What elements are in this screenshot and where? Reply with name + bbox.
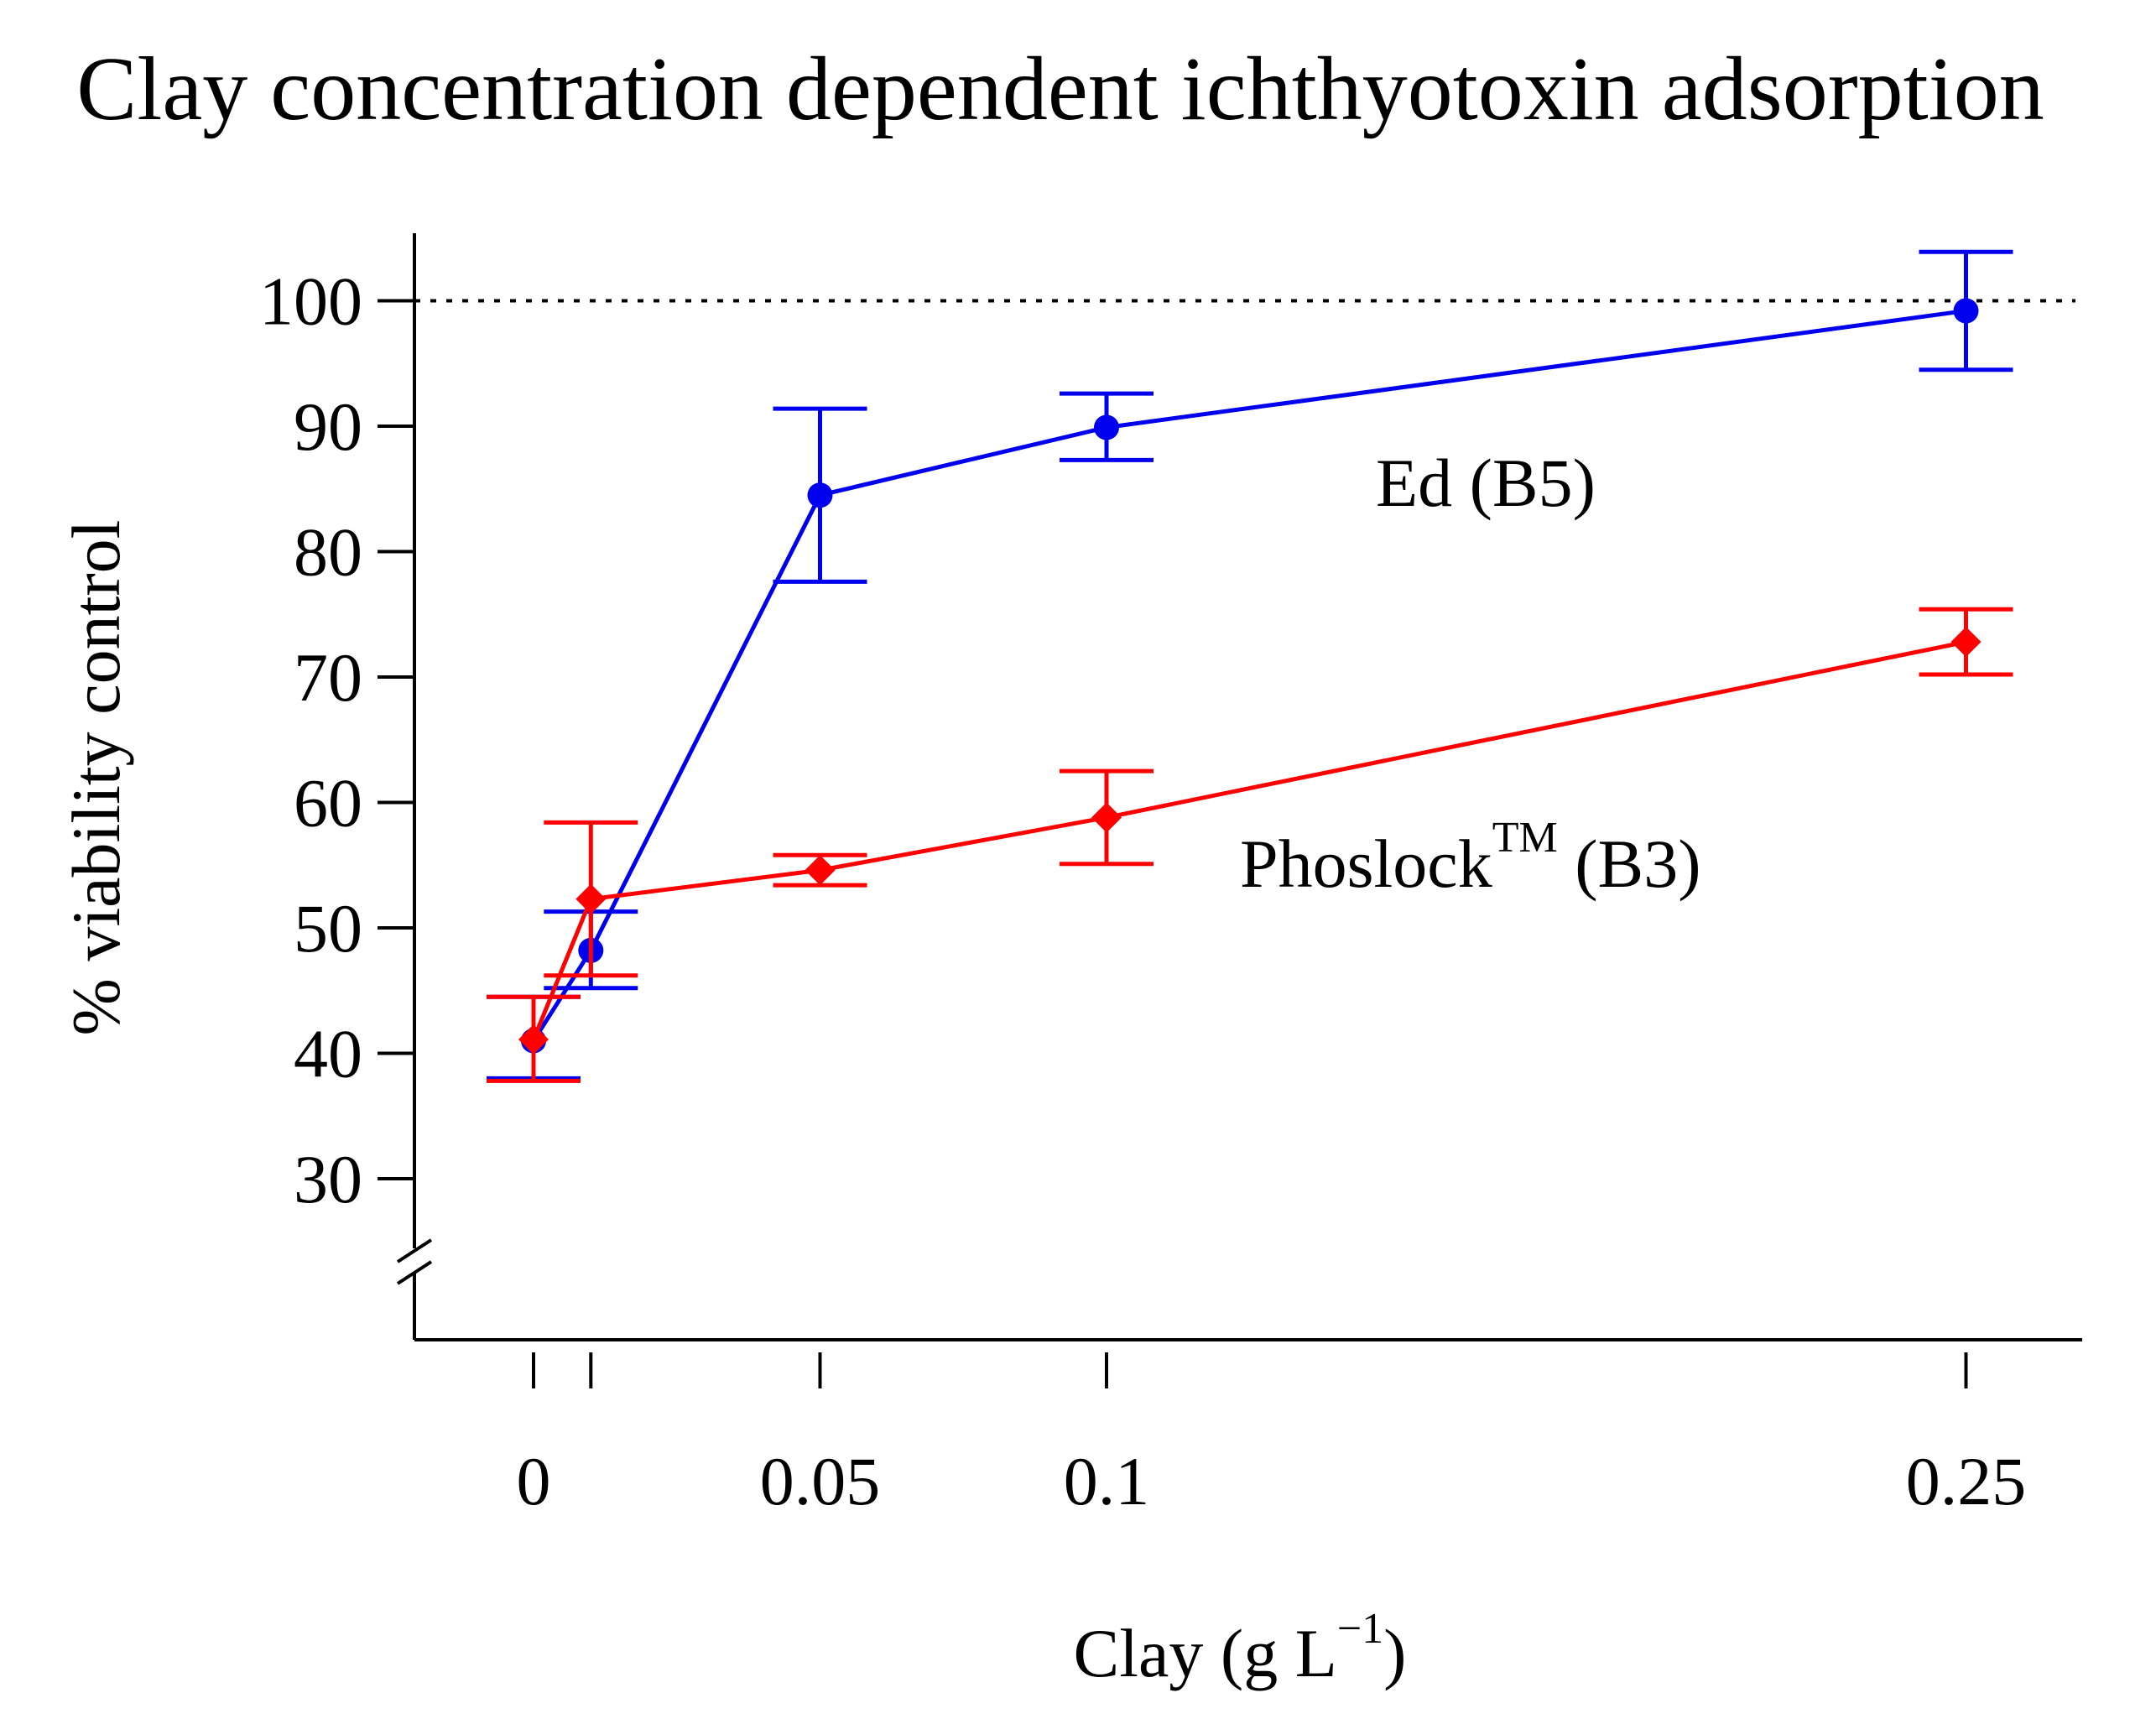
data-point <box>807 482 833 508</box>
axis-break-mark-2 <box>396 1260 433 1285</box>
data-point <box>575 883 607 914</box>
axes <box>396 233 2082 1341</box>
x-axis-label-text: Clay (g L <box>1074 1615 1337 1691</box>
y-tick-label: 80 <box>294 514 362 591</box>
y-axis-label: % viability control <box>58 520 134 1036</box>
ticks: 30 40 50 60 70 80 90 100 0 0.05 0.1 0.25 <box>259 263 2026 1520</box>
x-axis-label-exponent: −1 <box>1337 1605 1383 1653</box>
y-tick-label: 70 <box>294 639 362 716</box>
series-label-phoslock: PhoslockTM (B3) <box>1240 814 1701 902</box>
axis-break-mark-1 <box>396 1238 433 1263</box>
data-point <box>1953 298 1979 324</box>
y-tick-label: 40 <box>294 1016 362 1092</box>
series-phoslock <box>487 607 2013 1083</box>
series-label-phoslock-name: Phoslock <box>1240 826 1492 902</box>
y-tick-label: 50 <box>294 890 362 966</box>
data-point <box>1091 802 1122 833</box>
series-label-phoslock-suffix: (B3) <box>1558 826 1701 902</box>
x-tick-label: 0.05 <box>760 1443 881 1519</box>
x-tick-label: 0.25 <box>1906 1443 2027 1519</box>
x-tick-label: 0.1 <box>1064 1443 1150 1519</box>
y-tick-label: 30 <box>294 1141 362 1217</box>
series-ed <box>487 249 2013 1081</box>
x-axis-label-close: ) <box>1383 1615 1406 1691</box>
y-tick-label: 100 <box>259 263 362 340</box>
series-line <box>531 308 1966 1042</box>
x-axis-label: Clay (g L−1) <box>1074 1605 1407 1691</box>
series-label-ed: Ed (B5) <box>1376 445 1596 521</box>
chart-title: Clay concentration dependent ichthyotoxi… <box>76 39 2044 139</box>
data-point <box>805 855 836 886</box>
x-tick-label: 0 <box>517 1443 551 1519</box>
y-tick-label: 90 <box>294 388 362 465</box>
y-tick-label: 60 <box>294 765 362 841</box>
series-layer <box>487 249 2013 1083</box>
data-point <box>1950 627 1982 658</box>
data-point <box>1094 414 1119 440</box>
series-label-phoslock-superscript: TM <box>1492 814 1558 862</box>
data-point <box>518 1024 549 1055</box>
